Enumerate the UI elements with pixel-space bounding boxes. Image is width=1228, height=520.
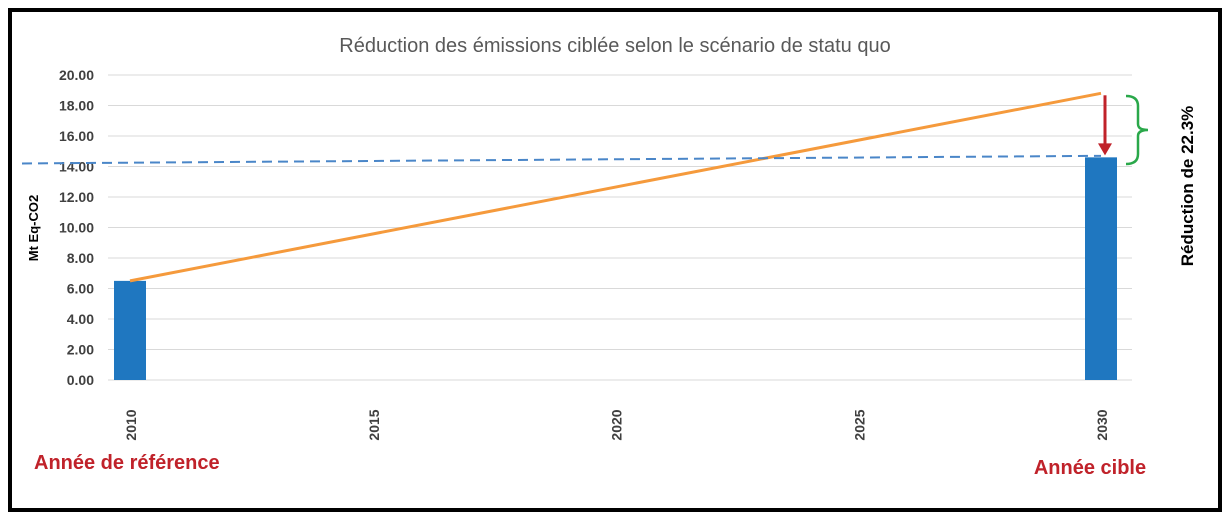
y-tick-label: 12.00: [59, 189, 94, 205]
y-tick-label: 16.00: [59, 128, 94, 144]
series-lines: [21, 91, 1102, 283]
y-tick-label: 6.00: [67, 281, 94, 297]
y-tick-label: 4.00: [67, 311, 94, 327]
reduction-brace: [1125, 94, 1149, 166]
chart-frame: [8, 8, 1222, 512]
base-year-label: Année de référence: [34, 452, 220, 474]
x-tick-label: 2020: [609, 409, 625, 440]
bar: [114, 280, 146, 380]
y-tick-label: 20.00: [59, 67, 94, 83]
x-tick-label: 2025: [851, 409, 867, 440]
dashed-reference-line: [21, 154, 1102, 165]
bars: [114, 157, 1117, 380]
trend-line: [129, 91, 1102, 283]
annotations: [1098, 94, 1149, 166]
target-year-label: Année cible: [1034, 457, 1146, 479]
gridlines: [108, 74, 1132, 381]
y-tick-label: 2.00: [67, 342, 94, 358]
x-tick-label: 2015: [366, 409, 382, 440]
reduction-arrow-head: [1098, 143, 1112, 156]
chart-title: Réduction des émissions ciblée selon le …: [339, 35, 890, 57]
y-tick-label: 18.00: [59, 98, 94, 114]
bar: [1085, 157, 1117, 380]
y-tick-label: 8.00: [67, 250, 94, 266]
y-axis-label: Mt Eq-CO2: [26, 195, 41, 261]
y-tick-label: 0.00: [67, 372, 94, 388]
x-tick-labels: 2010 2015 2020 2025 2030: [123, 409, 1110, 440]
y-tick-labels: 0.00 2.00 4.00 6.00 8.00 10.00 12.00 14.00 16.00…: [59, 67, 94, 388]
y-tick-label: 10.00: [59, 220, 94, 236]
x-tick-label: 2030: [1094, 409, 1110, 440]
reduction-label: Réduction de 22.3%: [1178, 106, 1197, 267]
y-tick-label: 14.00: [59, 159, 94, 175]
x-tick-label: 2010: [123, 409, 139, 440]
